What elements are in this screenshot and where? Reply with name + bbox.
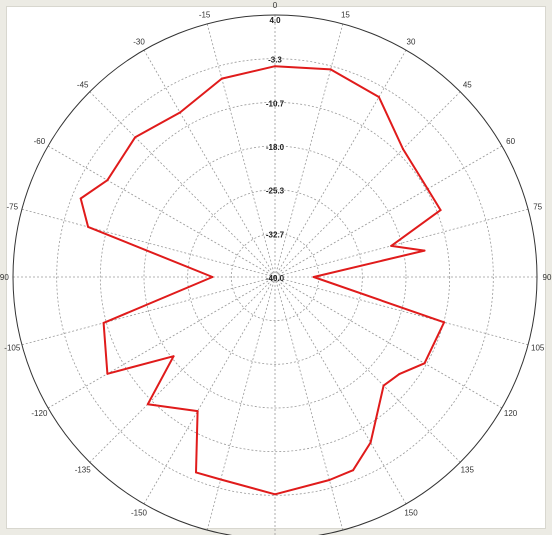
angle-label: -150 bbox=[131, 509, 148, 518]
data-point bbox=[329, 68, 332, 71]
data-point bbox=[172, 355, 175, 358]
data-point bbox=[398, 373, 401, 376]
angle-label: -105 bbox=[4, 343, 21, 352]
data-point bbox=[211, 276, 214, 278]
angle-label: -45 bbox=[77, 81, 89, 90]
data-point bbox=[179, 111, 181, 114]
data-point bbox=[106, 179, 109, 182]
data-point bbox=[196, 410, 199, 413]
grid-ring bbox=[99, 101, 451, 453]
radial-label: 4.0 bbox=[269, 16, 281, 25]
angle-label: 30 bbox=[407, 37, 416, 46]
data-point bbox=[426, 187, 429, 190]
angle-label: -30 bbox=[133, 37, 145, 46]
data-point bbox=[219, 478, 222, 481]
data-point bbox=[134, 136, 137, 139]
grid-ring bbox=[143, 145, 407, 409]
angle-label: 150 bbox=[404, 509, 418, 518]
grid-spoke bbox=[274, 23, 344, 278]
angle-label: -15 bbox=[199, 10, 211, 19]
radial-label: -3.3 bbox=[268, 56, 282, 65]
angle-label: -75 bbox=[7, 203, 19, 212]
angle-label: 0 bbox=[273, 1, 278, 10]
series-line bbox=[79, 65, 446, 496]
grid-spoke bbox=[274, 91, 461, 278]
radial-label: -18.0 bbox=[266, 143, 285, 152]
data-point bbox=[79, 197, 82, 200]
angle-label: 120 bbox=[504, 409, 518, 418]
angle-label: 105 bbox=[531, 343, 545, 352]
grid-spoke bbox=[274, 276, 461, 463]
chart-panel bbox=[6, 6, 546, 529]
angle-label: 45 bbox=[463, 81, 472, 90]
radial-label: -32.7 bbox=[266, 230, 285, 239]
grid-spoke bbox=[274, 276, 529, 346]
data-point bbox=[87, 225, 90, 228]
outer-ring bbox=[12, 14, 538, 535]
data-point bbox=[382, 384, 385, 387]
angle-label: -120 bbox=[31, 409, 48, 418]
data-point bbox=[274, 65, 276, 68]
angle-label: 75 bbox=[533, 203, 542, 212]
grid-spoke bbox=[274, 145, 503, 278]
grid-spoke bbox=[143, 276, 276, 505]
grid-ring bbox=[56, 58, 494, 496]
data-point bbox=[146, 403, 149, 406]
data-point bbox=[352, 469, 355, 472]
angle-label: 135 bbox=[461, 465, 475, 474]
data-point bbox=[106, 372, 109, 375]
angle-label: -60 bbox=[34, 137, 46, 146]
data-point bbox=[443, 321, 446, 324]
angle-label: 90 bbox=[543, 273, 552, 282]
data-point bbox=[402, 148, 404, 150]
data-point bbox=[312, 276, 315, 278]
data-point bbox=[195, 471, 197, 474]
grid-spoke bbox=[47, 276, 276, 409]
data-point bbox=[423, 249, 426, 252]
radial-label: -25.3 bbox=[266, 187, 285, 196]
data-point bbox=[328, 479, 331, 481]
grid-spoke bbox=[89, 91, 276, 278]
angle-label: 60 bbox=[506, 137, 515, 146]
angle-label: -135 bbox=[75, 465, 92, 474]
data-point bbox=[274, 493, 276, 496]
angle-label: 15 bbox=[341, 10, 350, 19]
data-point bbox=[369, 441, 372, 444]
data-point bbox=[423, 362, 426, 365]
grid-ring bbox=[187, 189, 363, 365]
grid-ring bbox=[230, 232, 320, 322]
data-point bbox=[220, 77, 223, 80]
data-point bbox=[102, 321, 105, 324]
data-point bbox=[439, 209, 442, 212]
angle-label: -90 bbox=[0, 273, 9, 282]
radial-label: -10.7 bbox=[266, 99, 285, 108]
radial-label: -40.0 bbox=[266, 274, 285, 283]
grid-spoke bbox=[206, 23, 276, 278]
data-point bbox=[377, 96, 380, 98]
data-point bbox=[390, 244, 393, 247]
